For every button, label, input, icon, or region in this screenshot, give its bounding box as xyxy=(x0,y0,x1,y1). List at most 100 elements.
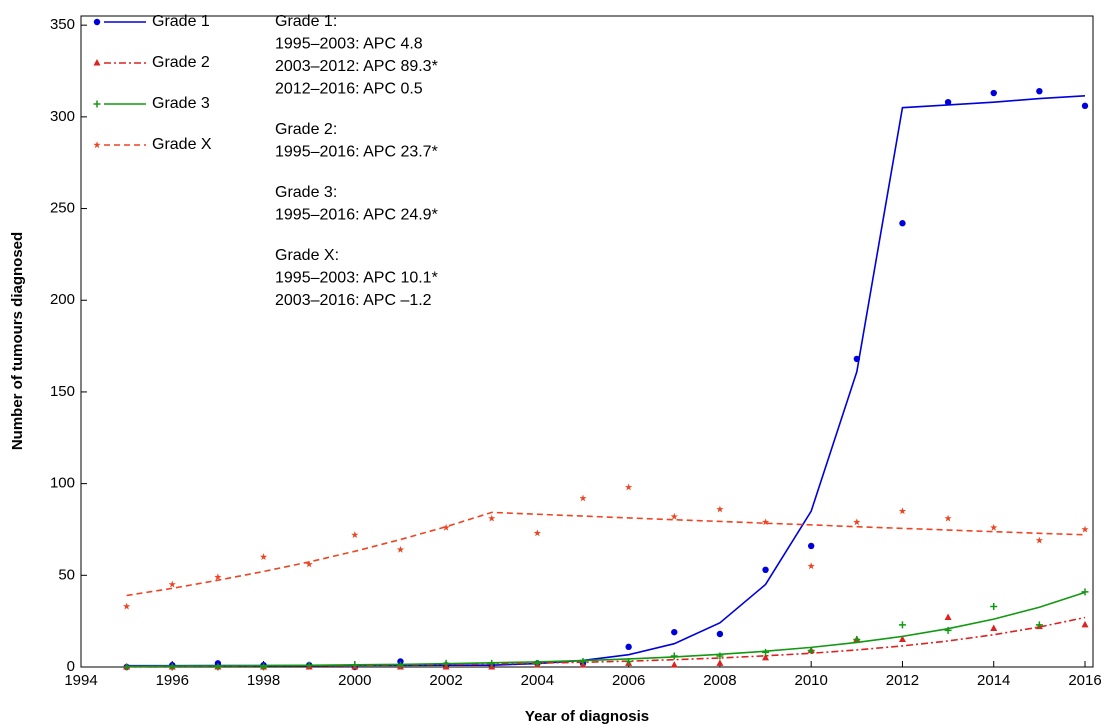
data-point xyxy=(853,635,861,643)
data-point xyxy=(579,494,587,502)
data-point xyxy=(123,663,131,671)
y-tick-label: 250 xyxy=(50,200,75,217)
data-point xyxy=(670,661,678,668)
data-point xyxy=(990,624,998,631)
y-tick-label: 0 xyxy=(67,658,75,675)
x-tick-label: 1994 xyxy=(64,672,97,689)
annotation: Grade 3: xyxy=(275,184,337,201)
x-tick-label: 2008 xyxy=(703,672,736,689)
x-tick-label: 1996 xyxy=(156,672,189,689)
annotation: 1995–2003: APC 4.8 xyxy=(275,36,423,53)
data-point xyxy=(168,580,176,588)
data-point xyxy=(990,523,998,531)
data-point xyxy=(488,514,496,522)
data-point xyxy=(488,659,496,667)
y-tick-label: 100 xyxy=(50,475,75,492)
data-point xyxy=(168,663,176,671)
annotation: 1995–2016: APC 23.7* xyxy=(275,144,438,161)
data-point xyxy=(625,483,633,491)
data-point xyxy=(944,514,952,522)
data-point xyxy=(625,643,632,651)
data-point xyxy=(762,653,770,661)
data-point xyxy=(762,648,770,656)
x-tick-label: 1998 xyxy=(247,672,280,689)
data-point xyxy=(898,621,906,629)
legend-label: Grade 3 xyxy=(152,95,210,112)
legend-marker xyxy=(93,59,101,66)
data-point xyxy=(944,98,952,106)
data-point xyxy=(533,659,541,667)
y-tick-label: 350 xyxy=(50,16,75,33)
fit-line xyxy=(126,616,1086,668)
y-tick-label: 150 xyxy=(50,383,75,400)
data-point xyxy=(1036,87,1043,95)
data-point xyxy=(1081,588,1089,596)
data-point xyxy=(442,659,450,667)
data-point xyxy=(1035,536,1043,544)
x-tick-label: 2006 xyxy=(612,672,645,689)
data-point xyxy=(442,523,450,531)
data-point xyxy=(807,646,815,654)
data-point xyxy=(944,626,952,634)
legend-marker xyxy=(93,18,101,26)
data-point xyxy=(990,602,998,610)
legend-label: Grade X xyxy=(152,136,212,153)
fit-line xyxy=(126,94,1086,667)
x-axis-label: Year of diagnosis xyxy=(525,708,649,725)
annotation: Grade 1: xyxy=(275,13,337,30)
data-point xyxy=(671,628,678,636)
fit-line xyxy=(126,511,1086,597)
data-point xyxy=(716,630,724,638)
data-point xyxy=(898,507,907,515)
data-point xyxy=(716,505,724,513)
data-point xyxy=(762,566,769,574)
data-point xyxy=(898,635,906,642)
legend-label: Grade 2 xyxy=(152,54,210,71)
y-axis-label: Number of tumours diagnosed xyxy=(9,232,26,450)
data-point xyxy=(670,512,678,520)
data-point xyxy=(579,657,587,665)
data-point xyxy=(1081,102,1089,110)
y-tick-label: 50 xyxy=(58,566,75,583)
data-point xyxy=(305,661,313,669)
data-point xyxy=(1081,525,1089,533)
data-point xyxy=(214,573,222,581)
data-point xyxy=(807,562,815,570)
data-point xyxy=(397,658,404,665)
data-point xyxy=(761,518,770,526)
annotation: Grade 2: xyxy=(275,121,337,138)
legend-label: Grade 1 xyxy=(152,13,210,30)
data-point xyxy=(214,663,222,671)
legend-marker xyxy=(93,141,101,149)
data-point xyxy=(716,652,724,660)
data-point xyxy=(1035,621,1043,629)
annotation: 2012–2016: APC 0.5 xyxy=(275,81,423,98)
legend-marker xyxy=(93,100,101,108)
annotation: 2003–2012: APC 89.3* xyxy=(275,58,438,75)
x-tick-label: 2014 xyxy=(977,672,1010,689)
y-tick-label: 200 xyxy=(50,291,75,308)
data-point xyxy=(1081,620,1089,628)
data-point xyxy=(899,220,906,227)
data-point xyxy=(260,663,268,671)
data-point xyxy=(807,542,815,550)
data-point xyxy=(396,661,404,669)
x-tick-label: 2004 xyxy=(521,672,554,689)
annotation: 1995–2016: APC 24.9* xyxy=(275,207,438,224)
x-tick-label: 2002 xyxy=(429,672,462,689)
y-tick-label: 300 xyxy=(50,108,75,125)
fit-line xyxy=(126,591,1086,668)
data-point xyxy=(670,652,678,660)
annotation: 1995–2003: APC 10.1* xyxy=(275,270,438,287)
annotation: 2003–2016: APC –1.2 xyxy=(275,292,432,309)
data-point xyxy=(123,602,131,610)
data-point xyxy=(625,657,633,665)
data-point xyxy=(351,531,359,539)
data-point xyxy=(853,518,861,526)
x-tick-label: 2016 xyxy=(1068,672,1101,689)
x-tick-label: 2010 xyxy=(794,672,827,689)
x-tick-label: 2000 xyxy=(338,672,371,689)
data-point xyxy=(944,613,952,620)
